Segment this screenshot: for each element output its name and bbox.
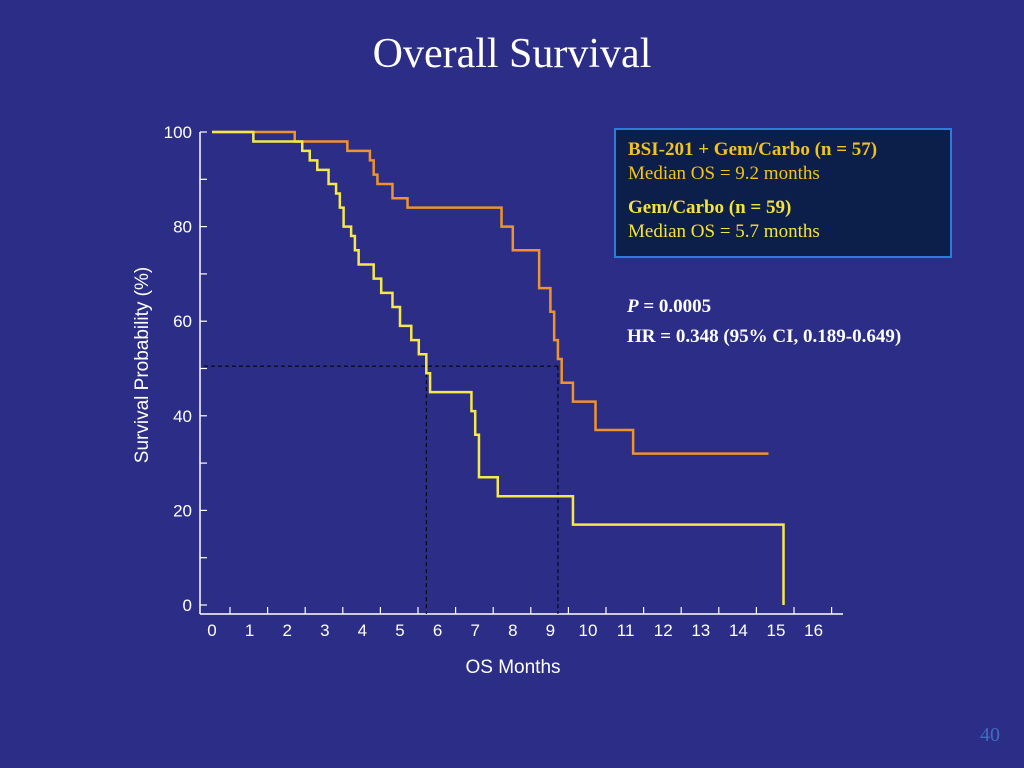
legend-arm-a-median: Median OS = 9.2 months — [628, 163, 820, 184]
x-tick-label: 0 — [207, 621, 216, 640]
x-tick-label: 15 — [767, 621, 786, 640]
chart-curves — [212, 130, 785, 605]
stats-block: P = 0.0005 HR = 0.348 (95% CI, 0.189-0.6… — [627, 292, 901, 352]
x-axis-title: OS Months — [465, 657, 560, 678]
y-tick-label: 40 — [173, 407, 192, 426]
legend-arm-b-median: Median OS = 5.7 months — [628, 221, 820, 242]
x-tick-label: 2 — [282, 621, 291, 640]
y-axis-title: Survival Probability (%) — [132, 267, 153, 463]
chart-axes — [199, 131, 843, 615]
x-tick-label: 4 — [358, 621, 367, 640]
legend-box: BSI-201 + Gem/Carbo (n = 57) Median OS =… — [614, 128, 952, 258]
series-bsi201-curve — [212, 130, 769, 455]
x-tick-label: 10 — [579, 621, 598, 640]
x-tick-label: 14 — [729, 621, 748, 640]
x-tick-label: 7 — [470, 621, 479, 640]
x-tick-label: 6 — [433, 621, 442, 640]
y-tick-label: 20 — [173, 501, 192, 520]
hazard-ratio: HR = 0.348 (95% CI, 0.189-0.649) — [627, 326, 902, 347]
x-tick-label: 12 — [654, 621, 673, 640]
x-tick-label: 1 — [245, 621, 254, 640]
x-tick-label: 13 — [691, 621, 710, 640]
x-tick-label: 8 — [508, 621, 517, 640]
x-tick-label: 9 — [546, 621, 555, 640]
x-tick-label: 11 — [617, 621, 635, 640]
x-tick-label: 5 — [395, 621, 404, 640]
slide-title: Overall Survival — [372, 31, 652, 77]
p-value: = 0.0005 — [638, 296, 712, 317]
page-number: 40 — [980, 724, 1000, 746]
series-gemcarbo-curve — [212, 130, 785, 605]
y-tick-label: 80 — [173, 218, 192, 237]
legend-arm-b-name: Gem/Carbo (n = 59) — [628, 197, 792, 218]
x-tick-label: 16 — [804, 621, 823, 640]
y-tick-label: 0 — [183, 596, 192, 615]
p-label: P — [627, 296, 639, 317]
x-tick-label: 3 — [320, 621, 329, 640]
p-value-line: P = 0.0005 — [627, 292, 901, 322]
y-tick-label: 60 — [173, 312, 192, 331]
legend-arm-a-name: BSI-201 + Gem/Carbo (n = 57) — [628, 139, 878, 160]
y-tick-label: 100 — [164, 123, 192, 142]
